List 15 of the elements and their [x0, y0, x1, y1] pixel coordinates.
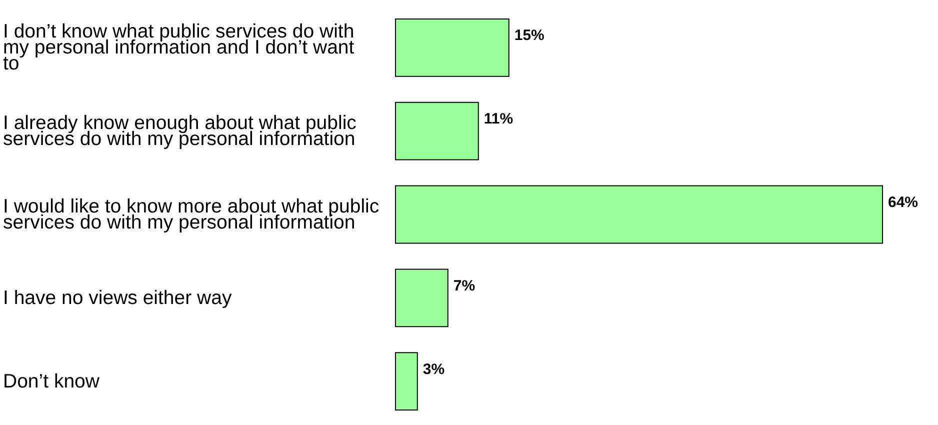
bar	[395, 352, 418, 410]
y-tick-label: I don’t know what public services do with my personal information and I don’t want to	[3, 20, 360, 75]
bar	[395, 185, 883, 244]
data-label: 3%	[422, 360, 445, 378]
bar	[395, 18, 510, 77]
data-label: 7%	[453, 277, 476, 294]
data-label: 15%	[514, 27, 544, 44]
bar	[395, 102, 479, 160]
data-label: 11%	[484, 110, 514, 128]
data-label: 64%	[888, 194, 918, 211]
y-tick-label: I would like to know more about what public services do with my personal information	[3, 196, 385, 234]
y-tick-label: Don’t know	[3, 370, 100, 392]
y-tick-label: I have no views either way	[3, 286, 232, 309]
y-tick-label: I already know enough about what public services do with my personal information	[3, 112, 362, 150]
bar	[395, 268, 448, 328]
